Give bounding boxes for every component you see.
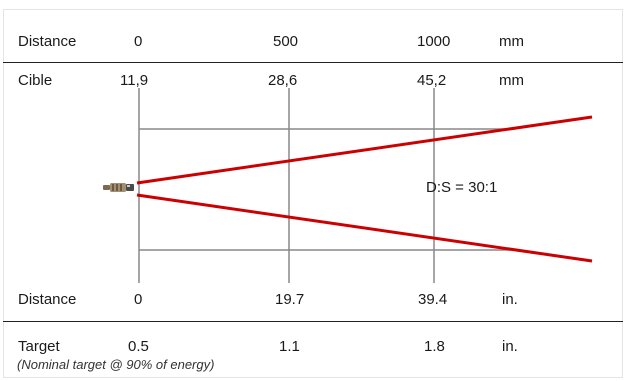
distance-in-19-7: 19.7 [275, 291, 305, 308]
distance-in-0: 0 [134, 291, 143, 308]
target-mm-label: Cible [18, 72, 53, 89]
distance-mm-500: 500 [273, 33, 299, 50]
target-in-unit: in. [502, 338, 518, 355]
grid-lines [138, 88, 515, 283]
distance-to-spot-ratio: D:S = 30:1 [426, 179, 498, 196]
target-in-0: 0.5 [128, 338, 149, 355]
distance-mm-0: 0 [134, 33, 143, 50]
beam-lower-edge [136, 193, 593, 263]
distance-mm-label: Distance [18, 33, 77, 50]
sensor-icon [103, 183, 134, 192]
footnote: (Nominal target @ 90% of energy) [17, 357, 215, 372]
target-mm-unit: mm [499, 72, 524, 89]
target-mm-500: 28,6 [268, 72, 298, 89]
distance-in-label: Distance [18, 291, 77, 308]
target-mm-0: 11,9 [120, 72, 149, 89]
target-mm-1000: 45,2 [417, 72, 447, 89]
distance-in-39-4: 39.4 [418, 291, 448, 308]
diagram-frame [3, 9, 623, 378]
target-in-39-4: 1.8 [424, 338, 445, 355]
divider-top [3, 62, 623, 63]
distance-mm-1000: 1000 [417, 33, 451, 50]
distance-in-unit: in. [502, 291, 518, 308]
target-in-label: Target [18, 338, 60, 355]
beam-upper-edge [136, 115, 593, 185]
target-in-19-7: 1.1 [279, 338, 300, 355]
divider-bottom [3, 321, 623, 322]
measurement-beam [136, 115, 593, 263]
distance-mm-unit: mm [499, 33, 524, 50]
